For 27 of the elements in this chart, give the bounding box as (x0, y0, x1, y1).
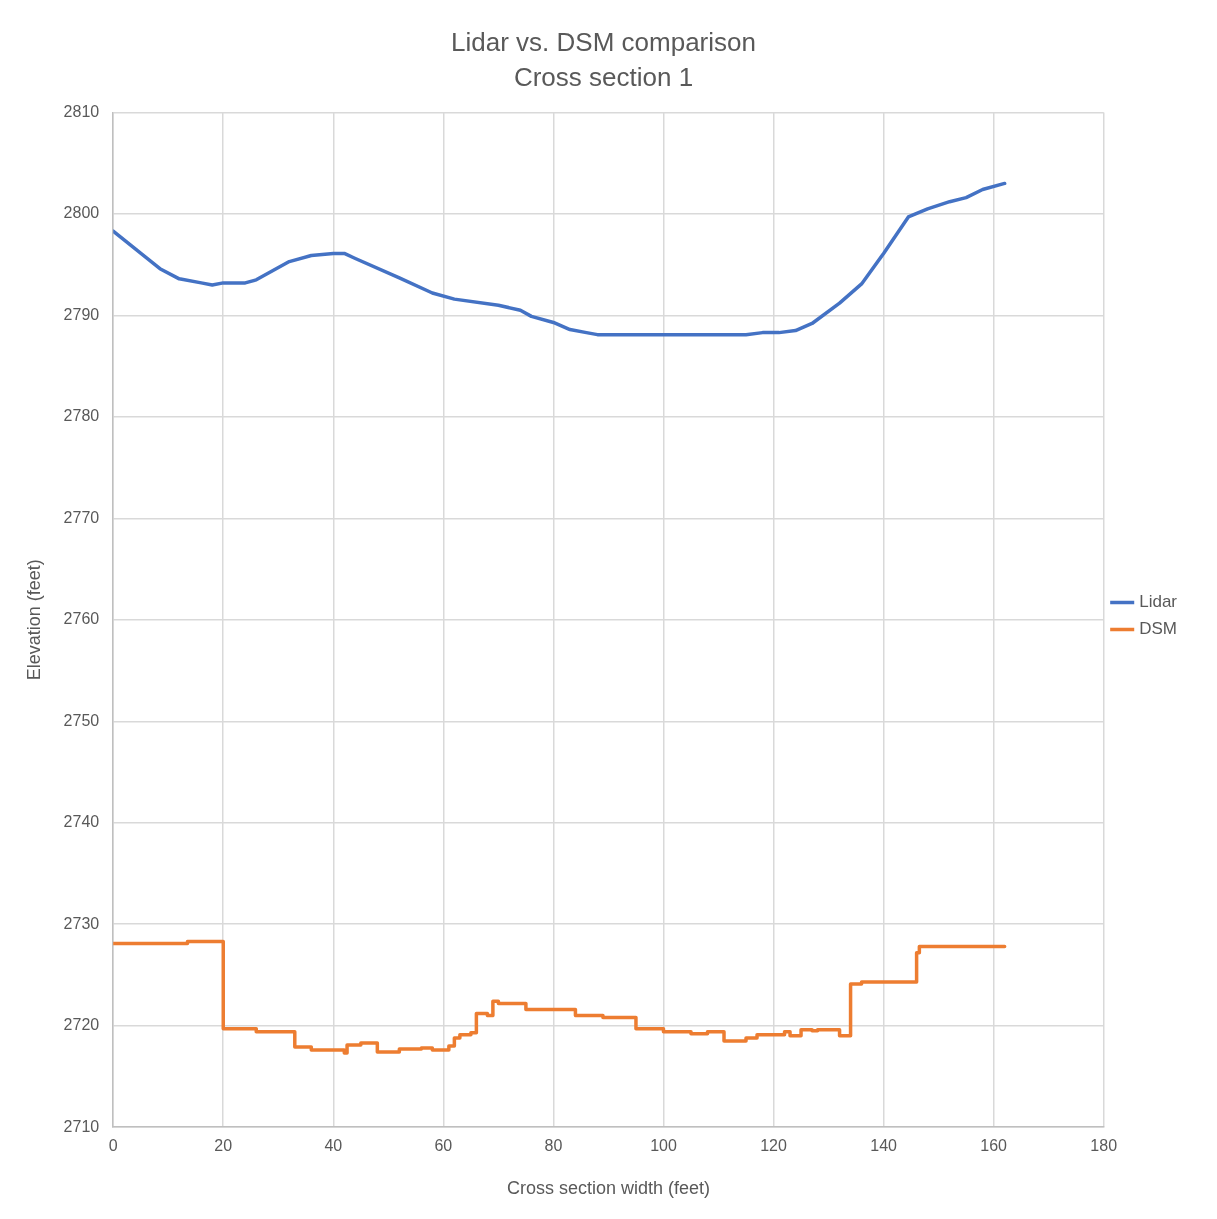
x-tick-label: 140 (870, 1137, 898, 1155)
x-tick-label: 60 (434, 1137, 453, 1155)
y-tick-label: 2780 (63, 407, 100, 425)
x-tick-label: 120 (760, 1137, 787, 1155)
y-axis-title: Elevation (feet) (23, 559, 44, 681)
x-tick-label: 0 (108, 1137, 118, 1155)
y-tick-label: 2800 (63, 204, 100, 222)
x-tick-label: 40 (324, 1137, 343, 1155)
legend-label: DSM (1139, 619, 1177, 639)
y-tick-label: 2750 (63, 711, 100, 729)
y-tick-label: 2770 (63, 508, 100, 526)
x-tick-label: 20 (214, 1137, 233, 1155)
y-tick-label: 2720 (63, 1016, 100, 1034)
y-tick-label: 2710 (63, 1117, 100, 1135)
y-tick-label: 2810 (63, 102, 100, 120)
y-tick-label: 2740 (63, 813, 100, 831)
y-tick-label: 2790 (63, 305, 100, 323)
x-tick-label: 100 (650, 1137, 677, 1155)
y-tick-label: 2760 (63, 610, 100, 628)
legend-label: Lidar (1139, 592, 1178, 612)
chart-subtitle: Cross section 1 (513, 61, 694, 92)
x-tick-label: 160 (980, 1137, 1008, 1155)
y-tick-label: 2730 (63, 914, 100, 932)
x-axis-title: Cross section width (feet) (506, 1178, 710, 1199)
x-tick-label: 180 (1090, 1137, 1118, 1155)
chart-title: Lidar vs. DSM comparison (451, 26, 756, 57)
x-tick-label: 80 (544, 1137, 563, 1155)
